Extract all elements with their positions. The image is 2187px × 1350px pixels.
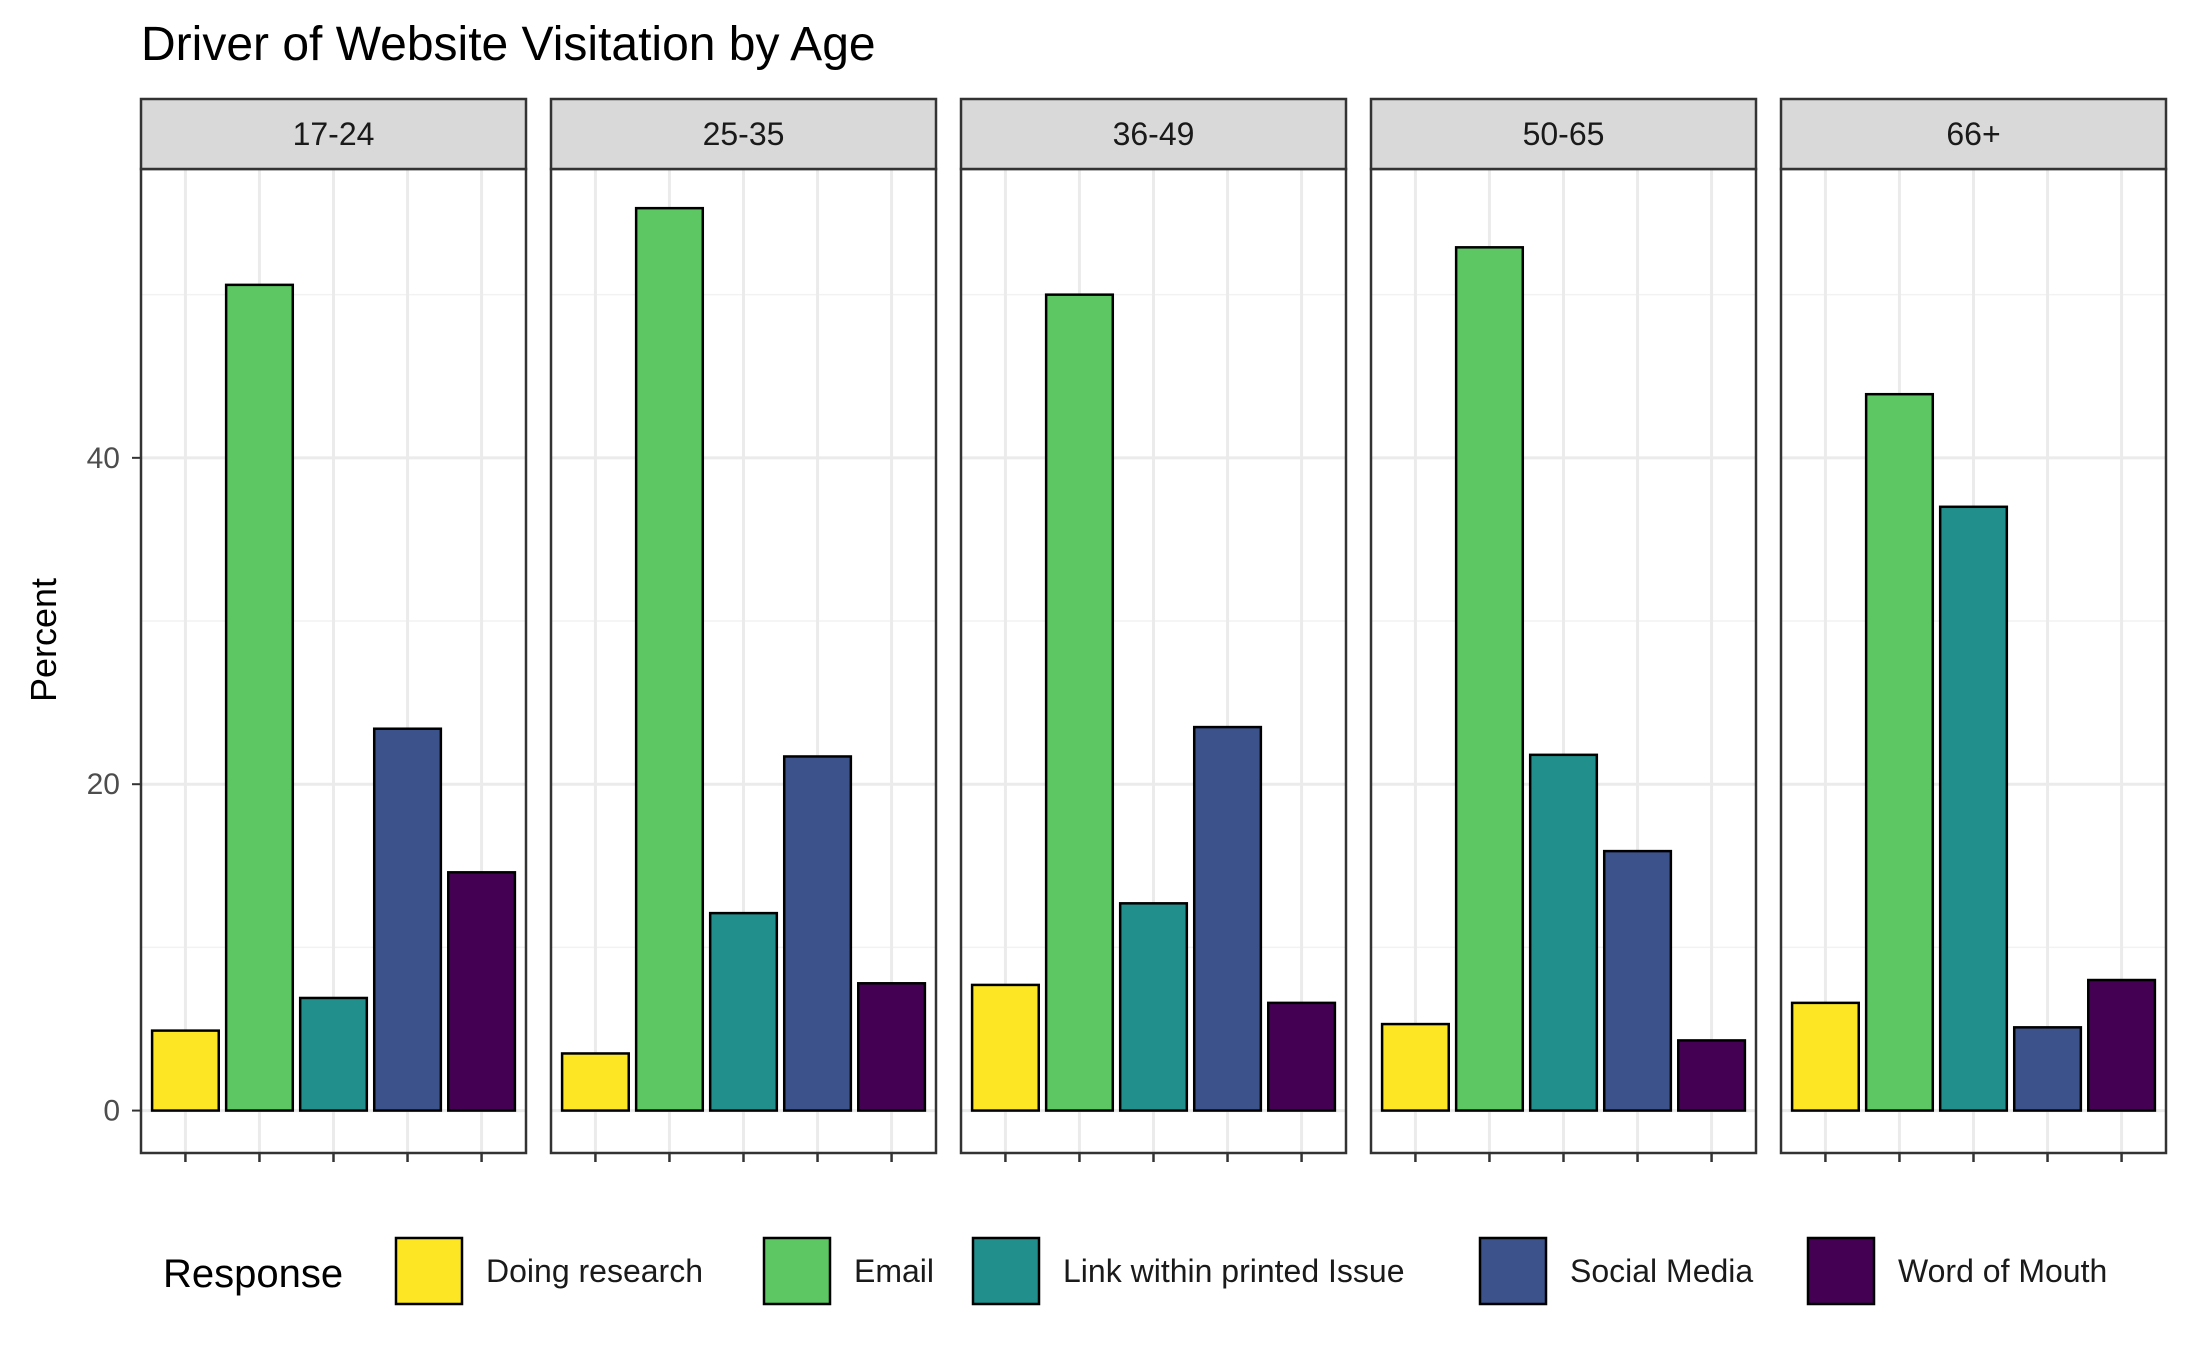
- facet-strip: [549, 97, 938, 171]
- bar-25-35-email: [634, 206, 705, 1112]
- facet-strip: [1369, 97, 1758, 171]
- legend-key: [394, 1236, 464, 1306]
- bar-50-65-link-within-printed-issue: [1528, 753, 1599, 1112]
- y-tick-label: 40: [87, 442, 120, 475]
- legend-title: Response: [163, 1252, 343, 1296]
- bar-17-24-email: [224, 283, 295, 1112]
- bar-25-35-doing-research: [560, 1052, 630, 1112]
- bar-66-link-within-printed-issue: [1938, 505, 2009, 1112]
- bar-36-49-word-of-mouth: [1267, 1001, 1337, 1112]
- y-axis-title: Percent: [23, 578, 64, 702]
- legend-item-email: Email: [762, 1236, 934, 1306]
- facet-strip: [139, 97, 528, 171]
- legend-item-link-within-printed-issue: Link within printed Issue: [971, 1236, 1405, 1306]
- facet-strip-label: 50-65: [1523, 116, 1605, 152]
- bar-25-35-link-within-printed-issue: [708, 911, 779, 1112]
- legend-label: Social Media: [1570, 1253, 1753, 1289]
- legend-key: [1478, 1236, 1548, 1306]
- facet-panel-66: 66+: [1779, 97, 2168, 1162]
- facet-panel-25-35: 25-35: [549, 97, 938, 1162]
- facet-strip-label: 17-24: [293, 116, 375, 152]
- bar-36-49-social-media: [1192, 725, 1263, 1112]
- bar-66-social-media: [2012, 1026, 2083, 1112]
- bar-50-65-word-of-mouth: [1677, 1039, 1747, 1112]
- facet-strip-label: 66+: [1946, 116, 2000, 152]
- legend-label: Doing research: [486, 1253, 703, 1289]
- bar-17-24-social-media: [372, 727, 443, 1112]
- bar-17-24-doing-research: [150, 1029, 220, 1112]
- legend-label: Link within printed Issue: [1063, 1253, 1405, 1289]
- facet-panel-36-49: 36-49: [959, 97, 1348, 1162]
- legend-key: [971, 1236, 1041, 1306]
- legend-key: [1806, 1236, 1876, 1306]
- bar-50-65-social-media: [1602, 849, 1673, 1112]
- bar-66-doing-research: [1790, 1001, 1860, 1112]
- bar-17-24-word-of-mouth: [447, 871, 517, 1112]
- legend: Response Doing research Email Link within …: [163, 1236, 2107, 1306]
- facet-panel-17-24: 17-24: [139, 97, 528, 1162]
- bar-17-24-link-within-printed-issue: [298, 996, 369, 1112]
- facet-panels: 17-24 25-35 36-49 50-65 66+: [139, 97, 2168, 1162]
- bar-36-49-email: [1044, 293, 1115, 1112]
- bar-25-35-word-of-mouth: [857, 982, 927, 1112]
- y-tick-label: 20: [87, 768, 120, 801]
- bar-50-65-email: [1454, 246, 1525, 1112]
- legend-label: Email: [854, 1253, 934, 1289]
- bar-66-word-of-mouth: [2087, 978, 2157, 1112]
- bar-36-49-doing-research: [970, 983, 1040, 1112]
- chart-title: Driver of Website Visitation by Age: [141, 18, 876, 71]
- facet-strip-label: 25-35: [703, 116, 785, 152]
- facet-strip-label: 36-49: [1113, 116, 1195, 152]
- bar-36-49-link-within-printed-issue: [1118, 902, 1189, 1112]
- y-tick-label: 0: [103, 1095, 120, 1128]
- bar-66-email: [1864, 392, 1935, 1112]
- y-axis: 0 20 40: [87, 442, 141, 1128]
- legend-item-word-of-mouth: Word of Mouth: [1806, 1236, 2107, 1306]
- facet-strip: [959, 97, 1348, 171]
- legend-item-social-media: Social Media: [1478, 1236, 1753, 1306]
- facet-strip: [1779, 97, 2168, 171]
- legend-key: [762, 1236, 832, 1306]
- legend-item-doing-research: Doing research: [394, 1236, 703, 1306]
- legend-label: Word of Mouth: [1898, 1253, 2107, 1289]
- legend-items: Doing research Email Link within printed I…: [394, 1236, 2107, 1306]
- facet-panel-50-65: 50-65: [1369, 97, 1758, 1162]
- bar-50-65-doing-research: [1380, 1022, 1450, 1112]
- bar-25-35-social-media: [782, 755, 853, 1112]
